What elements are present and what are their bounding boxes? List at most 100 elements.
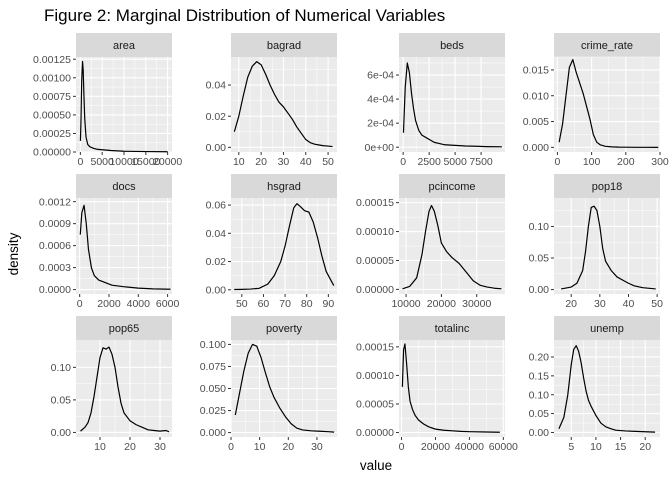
facet-panel-pop65: pop65 10 20 30 0.00 0.05 0.10 [51,316,172,453]
facet-strip-label: hsgrad [267,181,301,193]
x-tick-label: 5 [568,441,574,453]
x-tick-label: 20 [282,441,294,453]
y-tick-label: 0.075 [200,361,226,373]
facet-strip-label: poverty [266,323,303,335]
density-curve-pop18 [561,205,656,290]
y-tick-label: 0e+00 [365,142,395,154]
x-tick-label: 4000 [127,298,151,310]
facet-panel-poverty: poverty 0 10 20 30 0.000 0.025 0.050 0.075 0.100 [200,316,337,453]
x-tick-label: 20 [255,156,267,168]
gridlines [554,340,660,437]
panel-background [399,57,505,152]
x-tick-label: 2000 [97,298,121,310]
x-tick-label: 0 [399,441,405,453]
y-tick-label: 0.00015 [356,197,394,209]
x-tick-label: 50 [236,298,248,310]
y-tick-label: 0.00000 [356,427,394,439]
y-tick-label: 6e-04 [367,70,394,82]
facet-strip-label: bagrad [267,40,301,52]
y-tick-label: 0.20 [529,352,550,364]
y-tick-label: 0.10 [51,362,72,374]
facet-strip [399,174,505,198]
facet-panel-docs: docs 0 2000 4000 6000 0.0000 0.0003 0.0006 0.000… [39,174,179,310]
y-tick-label: 0.00010 [356,226,394,238]
facet-panel-unemp: unemp 5 10 15 20 0.00 0.05 0.10 0.15 0.20 [529,316,660,453]
facet-strip-label: pop18 [592,181,623,193]
y-tick-label: 0.05 [529,253,550,265]
facet-strip [76,316,172,340]
x-tick-label: 10000 [391,298,420,310]
x-tick-label: 20 [639,441,651,453]
x-tick-label: 90 [323,298,335,310]
x-tick-label: 7500 [469,156,493,168]
y-tick-label: 0.00005 [356,255,394,267]
y-tick-label: 0.00 [529,427,550,439]
x-tick-label: 5000 [443,156,467,168]
density-curve-area [79,60,168,153]
density-curve-totalinc [401,343,500,433]
gridlines [230,340,337,437]
y-tick-label: 0.04 [206,228,227,240]
density-curve-unemp [558,345,656,433]
facet-strip-label: crime_rate [581,40,633,52]
facet-panel-totalinc: totalinc 0 20000 40000 60000 0.00000 0.00005 0.… [356,316,518,453]
facet-panel-beds: beds 0 2500 5000 7500 0e+00 2e-04 4e-04 6e-04 [365,33,505,168]
facet-panel-pcincome: pcincome 10000 20000 30000 0.00000 0.00005 0.0… [356,174,505,310]
x-tick-label: 20 [124,441,136,453]
y-tick-label: 0.005 [523,116,549,128]
y-tick-label: 0.00000 [356,284,394,296]
x-tick-label: 200 [617,156,635,168]
x-tick-label: 2500 [417,156,441,168]
x-tick-label: 30 [278,156,290,168]
facet-strip-label: area [113,40,136,52]
x-tick-label: 20000 [421,441,450,453]
y-tick-label: 0.00 [206,142,227,154]
y-axis-title: density [6,232,21,275]
y-tick-label: 0.00025 [33,128,71,140]
x-tick-label: 10 [590,441,602,453]
panel-background [231,57,337,152]
y-tick-label: 0.00125 [33,54,71,66]
facet-strip-label: pop65 [109,323,140,335]
x-tick-label: 40 [300,156,312,168]
panel-background [76,340,172,437]
y-tick-label: 0.00 [51,427,72,439]
x-tick-label: 0 [77,156,83,168]
facet-strip-label: docs [112,181,136,193]
x-tick-label: 0 [554,156,560,168]
y-tick-label: 0.15 [529,370,550,382]
x-tick-label: 0 [400,156,406,168]
x-tick-label: 40 [623,298,635,310]
x-tick-label: 40000 [455,441,484,453]
density-curve-pop65 [80,346,170,433]
y-tick-label: 0.04 [206,80,227,92]
density-curve-hsgrad [234,203,335,291]
y-tick-label: 0.0003 [39,262,71,274]
density-curve-pcincome [402,204,502,290]
x-tick-label: 0 [77,298,83,310]
x-tick-label: 60 [258,298,270,310]
facet-strip [554,33,660,57]
y-tick-label: 0.010 [523,90,549,102]
x-tick-label: 60000 [489,441,518,453]
y-tick-label: 0.000 [200,427,226,439]
facet-strip-label: totalinc [435,323,470,335]
facet-strip-label: pcincome [428,181,475,193]
facet-strip [399,33,505,57]
facet-panel-pop18: pop18 20 30 40 50 0.00 0.05 0.10 [529,174,663,310]
x-tick-label: 20 [565,298,577,310]
density-curve-bagrad [233,61,333,148]
x-tick-label: 30000 [462,298,491,310]
y-tick-label: 0.10 [529,389,550,401]
x-tick-label: 300 [651,156,669,168]
x-tick-label: 15000 [131,156,160,168]
panel-background [554,57,660,152]
y-tick-label: 0.000 [523,142,549,154]
gridlines [399,198,505,294]
x-tick-label: 10 [94,441,106,453]
y-tick-label: 0.00100 [33,72,71,84]
density-curve-docs [79,204,171,290]
gridlines [399,57,505,152]
y-tick-label: 0.02 [206,111,227,123]
facet-strip [399,316,505,340]
